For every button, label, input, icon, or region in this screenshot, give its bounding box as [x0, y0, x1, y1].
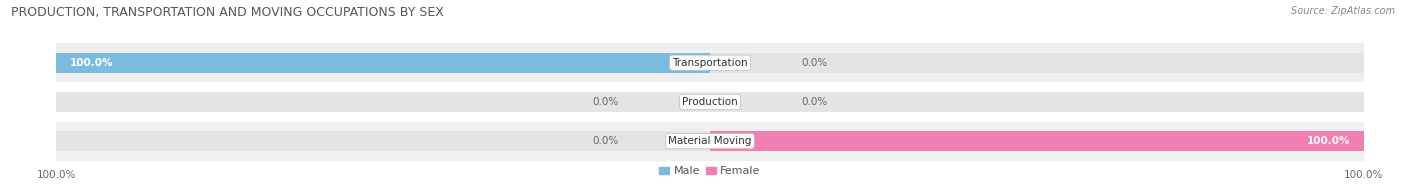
Bar [56, 53, 1364, 73]
Text: Source: ZipAtlas.com: Source: ZipAtlas.com [1291, 6, 1395, 16]
Bar [710, 131, 1364, 151]
Bar [56, 92, 1364, 112]
Bar [56, 53, 710, 73]
Text: 0.0%: 0.0% [801, 58, 828, 68]
Text: Production: Production [682, 97, 738, 107]
Text: 100.0%: 100.0% [69, 58, 112, 68]
Text: 100.0%: 100.0% [1308, 136, 1351, 146]
Text: 0.0%: 0.0% [592, 136, 619, 146]
Text: Material Moving: Material Moving [668, 136, 752, 146]
Bar [56, 43, 1364, 82]
Text: 0.0%: 0.0% [592, 97, 619, 107]
Text: 0.0%: 0.0% [801, 97, 828, 107]
Bar [56, 122, 1364, 161]
Bar [56, 131, 1364, 151]
Bar [56, 82, 1364, 122]
Text: PRODUCTION, TRANSPORTATION AND MOVING OCCUPATIONS BY SEX: PRODUCTION, TRANSPORTATION AND MOVING OC… [11, 6, 444, 19]
Text: Transportation: Transportation [672, 58, 748, 68]
Legend: Male, Female: Male, Female [659, 166, 761, 176]
